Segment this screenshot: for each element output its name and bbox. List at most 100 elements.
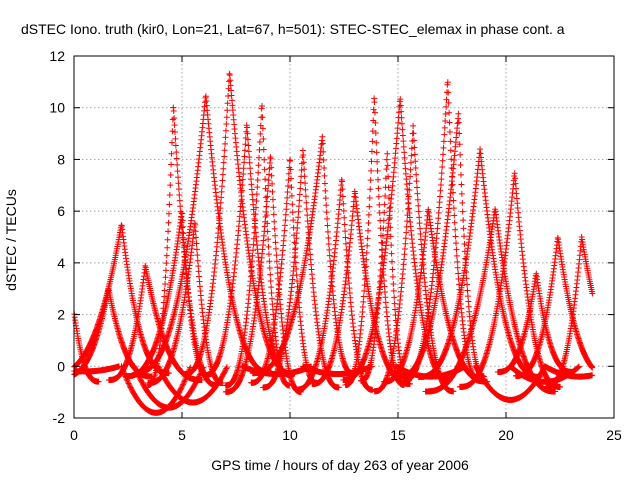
data-point — [168, 139, 175, 146]
data-point — [457, 162, 464, 169]
data-point — [175, 180, 182, 187]
data-point — [169, 116, 176, 123]
data-point — [265, 236, 272, 243]
data-point — [289, 201, 296, 208]
data-point — [248, 181, 255, 188]
data-point — [370, 106, 377, 113]
chart-title: dSTEC Iono. truth (kir0, Lon=21, Lat=67,… — [21, 21, 565, 37]
data-point — [412, 165, 419, 172]
data-point — [415, 208, 422, 215]
data-point — [252, 211, 259, 218]
data-point — [219, 177, 226, 184]
data-point — [322, 195, 329, 202]
data-point — [303, 199, 310, 206]
data-point — [237, 203, 244, 210]
data-point — [402, 240, 409, 247]
data-point — [248, 268, 255, 275]
data-point — [464, 281, 471, 288]
data-point — [440, 144, 447, 151]
data-point — [264, 193, 271, 200]
data-point — [245, 148, 252, 155]
data-point — [270, 211, 277, 218]
data-point — [327, 258, 334, 265]
data-point — [368, 158, 375, 165]
data-point — [398, 114, 405, 121]
data-point — [301, 173, 308, 180]
data-point — [262, 176, 269, 183]
data-point — [453, 246, 460, 253]
data-point — [269, 306, 276, 313]
data-point — [391, 300, 398, 307]
data-point — [321, 172, 328, 179]
data-point — [441, 124, 448, 131]
data-point — [269, 301, 276, 308]
data-point — [181, 242, 188, 249]
data-point — [218, 194, 225, 201]
data-point — [193, 246, 200, 253]
data-point — [375, 185, 382, 192]
data-point — [302, 193, 309, 200]
data-point — [176, 191, 183, 198]
data-point — [295, 203, 302, 210]
data-point — [297, 179, 304, 186]
data-point — [222, 127, 229, 134]
data-point — [441, 131, 448, 138]
data-point — [249, 247, 256, 254]
data-point — [252, 217, 259, 224]
data-point — [368, 167, 375, 174]
data-point — [165, 228, 172, 235]
data-point — [384, 162, 391, 169]
data-point — [367, 186, 374, 193]
data-point — [162, 267, 169, 274]
data-point — [322, 187, 329, 194]
data-point — [217, 205, 224, 212]
data-point — [458, 181, 465, 188]
data-point — [192, 228, 199, 235]
data-point — [303, 205, 310, 212]
data-point — [262, 194, 269, 201]
data-point — [241, 159, 248, 166]
data-point — [173, 155, 180, 162]
data-point — [378, 239, 385, 246]
data-point — [274, 264, 281, 271]
data-point — [282, 211, 289, 218]
data-point — [326, 252, 333, 259]
data-point — [416, 220, 423, 227]
data-point — [440, 151, 447, 158]
data-point — [373, 149, 380, 156]
data-point — [263, 203, 270, 210]
data-point — [403, 223, 410, 230]
data-point — [164, 244, 171, 251]
data-point — [265, 251, 272, 258]
data-point — [256, 154, 263, 161]
data-point — [247, 165, 254, 172]
data-point — [255, 162, 262, 169]
data-point — [390, 287, 397, 294]
data-point — [227, 82, 234, 89]
data-point — [402, 235, 409, 242]
data-point — [281, 227, 288, 234]
data-point — [222, 134, 229, 141]
data-point — [384, 150, 391, 157]
data-point — [242, 141, 249, 148]
data-point — [239, 182, 246, 189]
data-point — [404, 218, 411, 225]
data-point — [460, 217, 467, 224]
data-point — [401, 154, 408, 161]
data-point — [256, 138, 263, 145]
data-point — [376, 201, 383, 208]
data-point — [193, 240, 200, 247]
data-point — [434, 220, 441, 227]
data-point — [265, 177, 272, 184]
data-point — [442, 110, 449, 117]
data-point — [269, 188, 276, 195]
data-point — [194, 257, 201, 264]
data-point — [324, 215, 331, 222]
data-point — [268, 295, 275, 302]
data-point — [228, 87, 235, 94]
data-point — [373, 139, 380, 146]
data-point — [271, 225, 278, 232]
data-point — [408, 152, 415, 159]
data-point — [360, 293, 367, 300]
data-point — [281, 222, 288, 229]
